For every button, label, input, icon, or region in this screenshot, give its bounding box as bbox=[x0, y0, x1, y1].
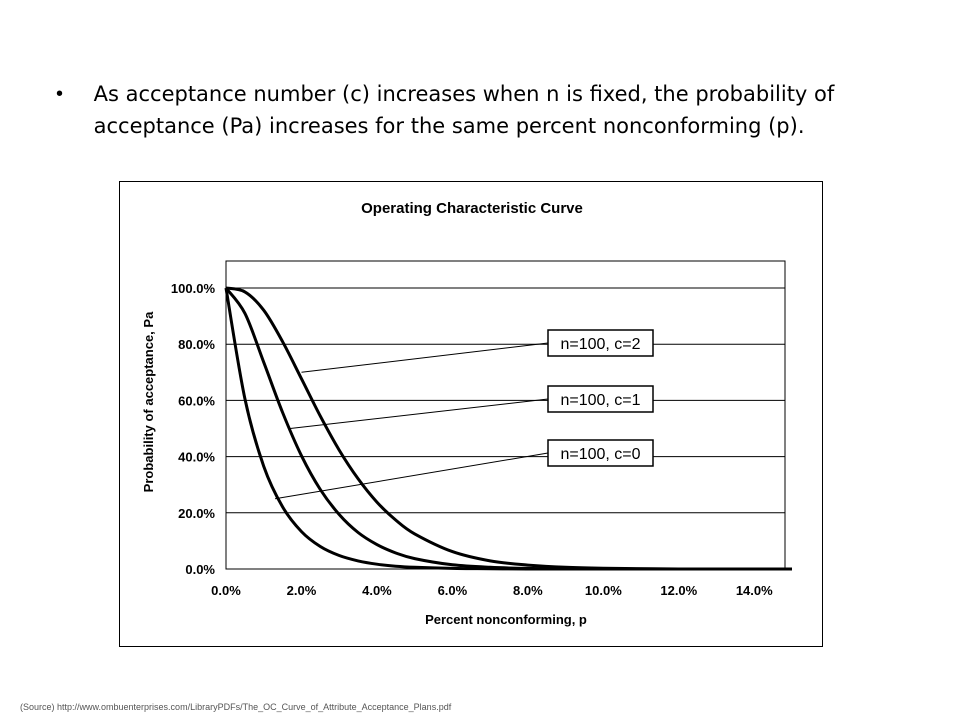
x-tick-label: 2.0% bbox=[287, 583, 317, 598]
series-line-c2 bbox=[225, 286, 792, 571]
bullet-item: • As acceptance number (c) increases whe… bbox=[56, 78, 856, 142]
plot-area-frame bbox=[225, 260, 786, 570]
x-tick-label: 4.0% bbox=[362, 583, 392, 598]
x-tick-labels: 0.0% 2.0% 4.0% 6.0% 8.0% 10.0% 12.0% 14.0% bbox=[211, 583, 773, 598]
y-axis-label: Probability of acceptance, Pa bbox=[141, 311, 156, 492]
annotation-label: n=100, c=2 bbox=[560, 336, 640, 353]
x-tick-label: 6.0% bbox=[438, 583, 468, 598]
y-tick-label: 40.0% bbox=[178, 450, 215, 465]
gridlines bbox=[226, 287, 785, 570]
y-tick-label: 0.0% bbox=[185, 562, 215, 577]
annotations: n=100, c=2 n=100, c=1 n=100, c=0 bbox=[274, 329, 654, 500]
annotation-leader-line bbox=[290, 398, 549, 429]
y-tick-label: 80.0% bbox=[178, 337, 215, 352]
annotation-box bbox=[547, 329, 654, 357]
bullet-text: As acceptance number (c) increases when … bbox=[93, 82, 835, 138]
bullet-marker: • bbox=[56, 83, 64, 105]
annotation-label: n=100, c=0 bbox=[560, 446, 640, 463]
annotation-label: n=100, c=1 bbox=[560, 392, 640, 409]
oc-curve-chart: Operating Characteristic Curve 0.0% 2.0% 4… bbox=[141, 200, 792, 627]
series-lines bbox=[224, 286, 792, 571]
series-line-c0 bbox=[224, 287, 792, 571]
source-citation: (Source) http://www.ombuenterprises.com/… bbox=[20, 702, 452, 712]
annotation-leader-line bbox=[301, 342, 549, 373]
series-line-c1 bbox=[224, 287, 792, 571]
x-tick-label: 12.0% bbox=[660, 583, 697, 598]
y-tick-labels: 0.0% 20.0% 40.0% 60.0% 80.0% 100.0% bbox=[171, 281, 216, 577]
x-tick-label: 10.0% bbox=[585, 583, 622, 598]
chart-figure: Operating Characteristic Curve 0.0% 2.0% 4… bbox=[119, 181, 823, 647]
y-tick-label: 60.0% bbox=[178, 393, 215, 408]
annotation-box bbox=[547, 385, 654, 413]
y-tick-label: 100.0% bbox=[171, 281, 216, 296]
y-tick-label: 20.0% bbox=[178, 506, 215, 521]
annotation-box bbox=[547, 439, 654, 467]
chart-title: Operating Characteristic Curve bbox=[361, 200, 583, 217]
annotation-leader-line bbox=[274, 452, 549, 500]
x-tick-label: 8.0% bbox=[513, 583, 543, 598]
x-axis-label: Percent nonconforming, p bbox=[425, 612, 587, 627]
x-tick-label: 14.0% bbox=[736, 583, 773, 598]
x-tick-label: 0.0% bbox=[211, 583, 241, 598]
